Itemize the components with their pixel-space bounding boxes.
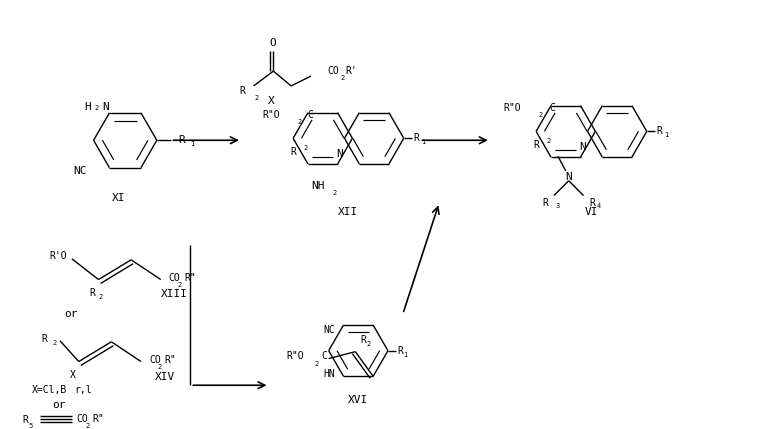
- Text: N: N: [336, 149, 343, 159]
- Text: R"O: R"O: [504, 103, 521, 113]
- Text: R: R: [414, 133, 419, 143]
- Text: 2: 2: [98, 294, 103, 300]
- Text: XI: XI: [111, 193, 125, 202]
- Text: R: R: [240, 86, 246, 96]
- Text: C: C: [307, 109, 313, 120]
- Text: VI: VI: [584, 207, 598, 218]
- Text: R: R: [360, 335, 366, 345]
- Text: 1: 1: [422, 139, 425, 145]
- Text: XVI: XVI: [348, 395, 369, 405]
- Text: R: R: [533, 140, 539, 150]
- Text: 2: 2: [315, 360, 319, 366]
- Text: N: N: [579, 142, 586, 152]
- Text: R': R': [346, 66, 357, 76]
- Text: 1: 1: [190, 141, 194, 147]
- Text: R: R: [22, 415, 28, 425]
- Text: 2: 2: [94, 105, 99, 111]
- Text: O: O: [269, 39, 276, 48]
- Text: R"O: R"O: [263, 109, 280, 120]
- Text: R": R": [93, 414, 104, 424]
- Text: HN: HN: [324, 369, 336, 379]
- Text: R: R: [590, 197, 595, 208]
- Text: CO: CO: [328, 66, 339, 76]
- Text: NC: NC: [73, 166, 87, 176]
- Text: 2: 2: [157, 363, 162, 369]
- Text: R": R": [164, 354, 177, 365]
- Text: X: X: [268, 96, 275, 106]
- Text: 5: 5: [28, 423, 32, 429]
- Text: R": R": [184, 272, 196, 283]
- Text: 2: 2: [177, 281, 182, 287]
- Text: CO: CO: [149, 354, 161, 365]
- Text: CO: CO: [169, 272, 180, 283]
- Text: C: C: [322, 350, 328, 361]
- Text: 2: 2: [366, 341, 370, 347]
- Text: 2: 2: [539, 112, 543, 118]
- Text: or: or: [52, 400, 65, 410]
- Text: R: R: [657, 127, 663, 136]
- Text: NH: NH: [311, 181, 325, 191]
- Text: 2: 2: [255, 95, 259, 101]
- Text: R: R: [398, 346, 404, 356]
- Text: NC: NC: [324, 325, 336, 335]
- Text: 2: 2: [340, 75, 345, 81]
- Text: or: or: [64, 309, 78, 319]
- Text: 2: 2: [85, 423, 90, 429]
- Text: R: R: [178, 135, 185, 145]
- Text: CO: CO: [77, 414, 88, 424]
- Text: N: N: [102, 102, 109, 112]
- Text: r,l: r,l: [74, 385, 91, 395]
- Text: XIV: XIV: [155, 372, 175, 382]
- Text: R'O: R'O: [49, 251, 67, 261]
- Text: 4: 4: [596, 203, 601, 209]
- Text: XII: XII: [339, 207, 359, 218]
- Text: 2: 2: [547, 138, 551, 144]
- Text: R"O: R"O: [286, 350, 304, 361]
- Text: X: X: [70, 370, 76, 381]
- Text: X=Cl,B: X=Cl,B: [32, 385, 68, 395]
- Text: 2: 2: [304, 145, 308, 151]
- Text: 1: 1: [404, 352, 408, 358]
- Text: 2: 2: [53, 340, 57, 346]
- Text: R: R: [542, 197, 548, 208]
- Text: 1: 1: [664, 132, 669, 138]
- Text: N: N: [565, 172, 572, 182]
- Text: 2: 2: [298, 118, 302, 124]
- Text: C: C: [549, 103, 554, 113]
- Text: R: R: [41, 334, 47, 344]
- Text: 3: 3: [556, 203, 560, 209]
- Text: 2: 2: [333, 190, 337, 196]
- Text: XIII: XIII: [161, 290, 187, 299]
- Text: H: H: [84, 102, 91, 112]
- Text: R: R: [90, 288, 95, 299]
- Text: R: R: [290, 147, 296, 157]
